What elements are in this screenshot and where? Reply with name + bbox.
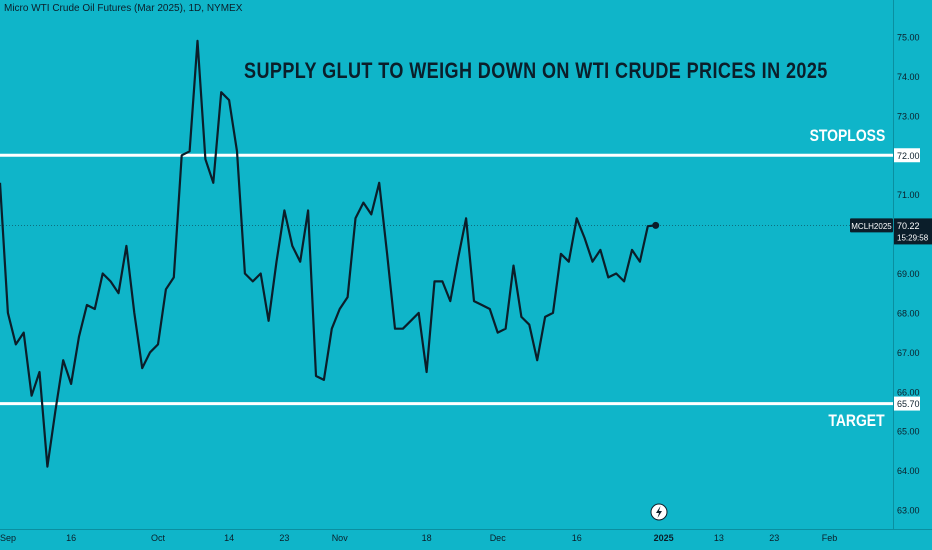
x-tick-label: 16	[66, 533, 76, 543]
y-tick-label: 65.00	[897, 427, 920, 437]
target-price-badge	[894, 396, 920, 411]
stoploss-price-badge	[894, 148, 920, 163]
stoploss-annotation: STOPLOSS	[809, 126, 885, 145]
x-tick-label: 13	[714, 533, 724, 543]
x-tick-label: Feb	[822, 533, 838, 543]
y-tick-label: 67.00	[897, 348, 920, 358]
last-price-badge	[894, 218, 932, 245]
x-tick-label: 18	[422, 533, 432, 543]
target-price-label: 65.70	[897, 399, 920, 409]
x-tick-label: 23	[769, 533, 779, 543]
y-tick-label: 66.00	[897, 387, 920, 397]
lightning-icon	[656, 506, 662, 518]
x-tick-label: 16	[572, 533, 582, 543]
x-tick-label: Sep	[0, 533, 16, 543]
ticker-badge	[850, 218, 893, 233]
y-tick-label: 64.00	[897, 466, 920, 476]
y-tick-label: 74.00	[897, 72, 920, 82]
x-tick-label: Dec	[490, 533, 507, 543]
target-annotation: TARGET	[828, 411, 885, 430]
chart-headline: SUPPLY GLUT TO WEIGH DOWN ON WTI CRUDE P…	[244, 58, 828, 83]
y-tick-label: 75.00	[897, 33, 920, 43]
last-price-dot	[652, 221, 660, 229]
price-series-line	[0, 39, 656, 468]
x-tick-label: Oct	[151, 533, 166, 543]
symbol-title: Micro WTI Crude Oil Futures (Mar 2025), …	[4, 3, 243, 14]
y-tick-label: 73.00	[897, 111, 920, 121]
y-tick-label: 63.00	[897, 506, 920, 516]
y-tick-label: 69.00	[897, 269, 920, 279]
x-tick-label: 14	[224, 533, 234, 543]
stoploss-price-label: 72.00	[897, 151, 920, 161]
countdown-label: 15:29:58	[897, 233, 929, 242]
y-tick-label: 71.00	[897, 190, 920, 200]
x-tick-label: 2025	[654, 533, 674, 543]
y-tick-label: 68.00	[897, 308, 920, 318]
x-tick-label: Nov	[332, 533, 349, 543]
x-tick-label: 23	[279, 533, 289, 543]
last-price-label: 70.22	[897, 221, 920, 231]
ticker-label: MCLH2025	[851, 222, 892, 231]
